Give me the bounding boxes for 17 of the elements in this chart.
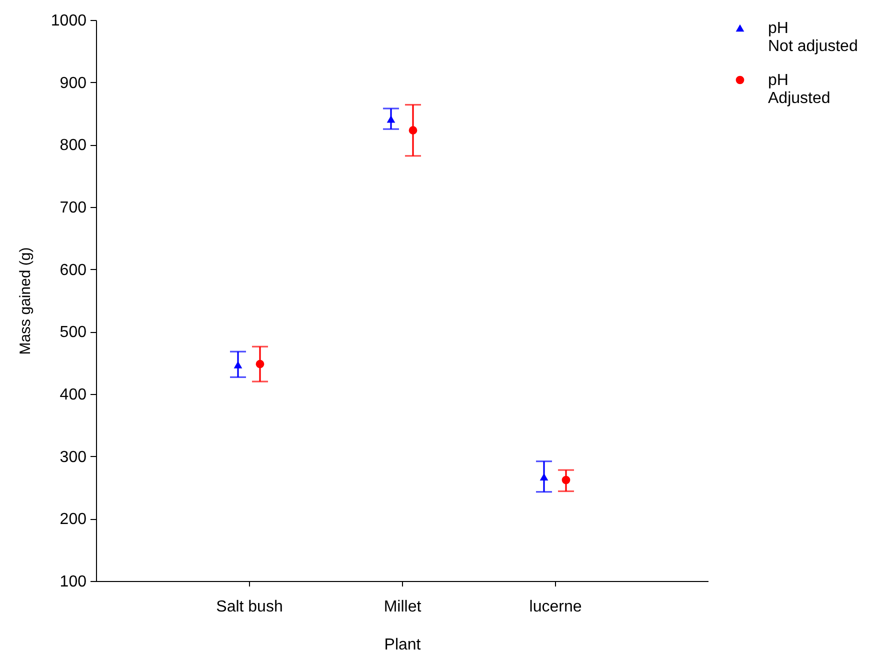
y-tick-label: 500: [60, 324, 87, 342]
y-tick-label: 200: [60, 511, 87, 528]
y-tick-label: 100: [60, 574, 87, 590]
y-tick-label: 400: [60, 386, 87, 404]
y-tick-label: 300: [60, 448, 87, 466]
x-axis-title: Plant: [384, 636, 422, 654]
x-tick-label: lucerne: [529, 598, 582, 616]
y-tick-label: 700: [60, 200, 87, 216]
legend-label: pH Adjusted: [768, 72, 830, 107]
x-tick-label: Millet: [384, 598, 422, 616]
legend-label: pH Not adjusted: [768, 20, 858, 55]
y-tick-label: 800: [60, 137, 87, 154]
y-axis-title: Mass gained (g): [16, 247, 34, 355]
y-tick-label: 900: [60, 74, 87, 92]
y-tick-label: 600: [60, 262, 87, 279]
y-tick-label: 1000: [50, 12, 87, 30]
x-tick-label: Salt bush: [216, 598, 283, 616]
